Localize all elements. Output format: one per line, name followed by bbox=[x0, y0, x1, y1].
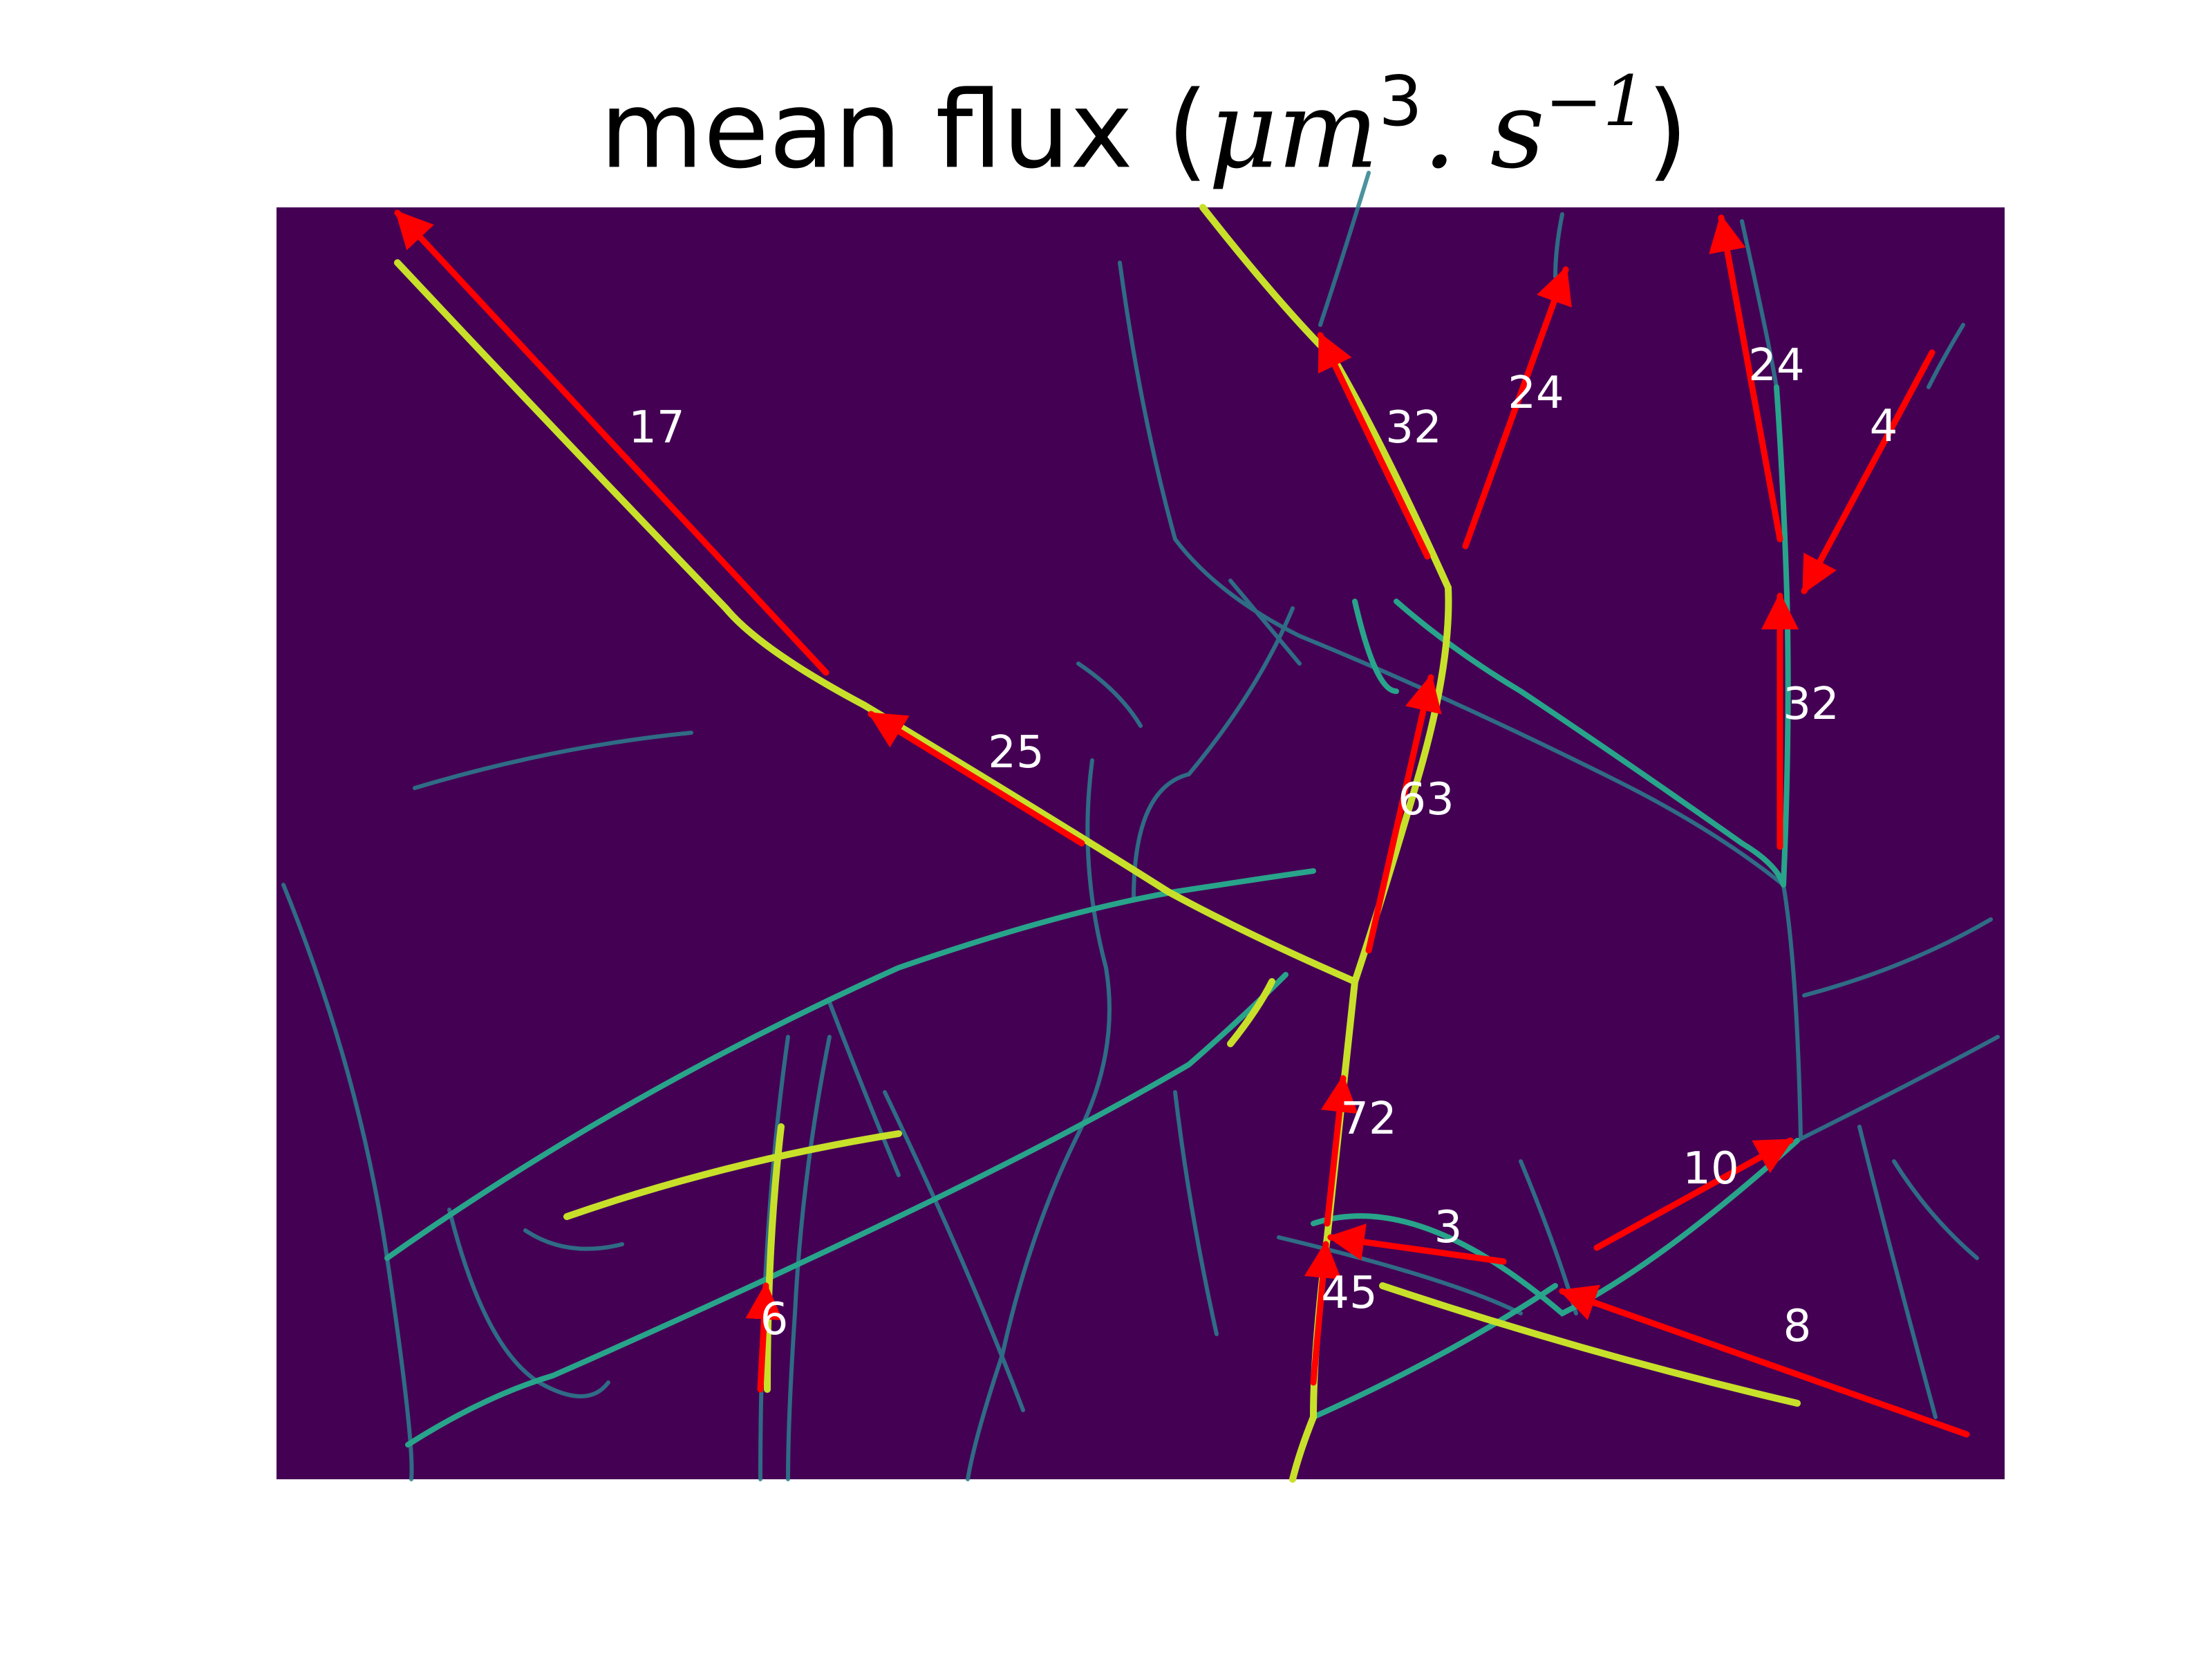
title-unit-base-exp: 3 bbox=[1378, 61, 1423, 142]
title-suffix: ) bbox=[1647, 68, 1689, 193]
title-unit-base: μm bbox=[1208, 68, 1379, 193]
arrow-72 bbox=[1320, 1074, 1358, 1227]
arrow-24b bbox=[1709, 214, 1783, 543]
arrow-6 bbox=[745, 1282, 783, 1393]
flux-label-24a: 24 bbox=[1508, 368, 1564, 419]
arrow-63 bbox=[1365, 673, 1442, 954]
arrow-10 bbox=[1593, 1137, 1794, 1251]
flux-labels: 17 25 32 24 24 4 32 63 72 3 10 45 6 8 bbox=[628, 340, 1897, 1352]
arrow-32a bbox=[1317, 332, 1431, 560]
flux-label-4: 4 bbox=[1870, 401, 1898, 452]
flux-label-72: 72 bbox=[1340, 1094, 1396, 1145]
flux-label-17: 17 bbox=[628, 402, 684, 453]
flux-label-10: 10 bbox=[1683, 1143, 1738, 1194]
hyphae-dim bbox=[281, 171, 2000, 1481]
flux-label-8: 8 bbox=[1783, 1301, 1812, 1352]
flux-label-24b: 24 bbox=[1748, 340, 1804, 391]
flux-label-45: 45 bbox=[1321, 1268, 1377, 1319]
arrow-24a bbox=[1462, 265, 1572, 550]
image-background bbox=[276, 207, 2005, 1479]
arrow-45 bbox=[1304, 1240, 1342, 1386]
arrow-3 bbox=[1327, 1223, 1507, 1265]
hyphae-mid bbox=[384, 384, 1800, 1447]
flux-label-25: 25 bbox=[988, 727, 1044, 778]
arrow-8 bbox=[1558, 1284, 1970, 1438]
flux-label-3: 3 bbox=[1434, 1202, 1463, 1253]
title-unit-sep: . s bbox=[1422, 68, 1545, 193]
flux-arrows bbox=[394, 209, 1970, 1438]
title-prefix: mean flux ( bbox=[599, 68, 1209, 193]
figure-title: mean flux (μm3. s−1) bbox=[0, 67, 2212, 184]
arrow-17 bbox=[394, 209, 830, 676]
flux-label-32b: 32 bbox=[1783, 679, 1839, 730]
flux-label-6: 6 bbox=[760, 1294, 789, 1345]
title-unit-exp: −1 bbox=[1544, 61, 1647, 142]
arrow-4 bbox=[1801, 349, 1936, 594]
flux-label-63: 63 bbox=[1398, 774, 1454, 825]
arrow-25 bbox=[868, 711, 1085, 847]
flux-label-32a: 32 bbox=[1385, 402, 1441, 453]
